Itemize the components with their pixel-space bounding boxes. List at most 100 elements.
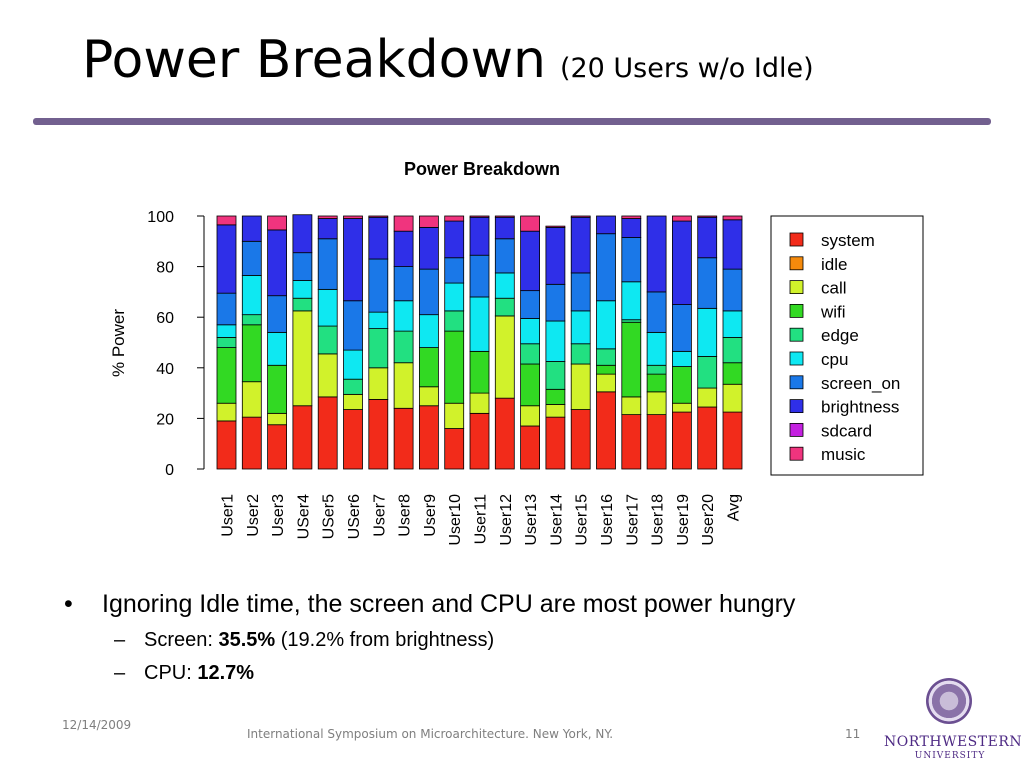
bar-segment-wifi (722, 362, 743, 385)
bar-segment-screen_on (292, 252, 313, 281)
bar-segment-screen_on (520, 290, 540, 319)
bar-segment-brightness (368, 216, 389, 260)
bar-segment-system (368, 399, 389, 470)
bar-segment-wifi (646, 373, 667, 393)
x-tick-label: User9 (422, 494, 439, 537)
bar-segment-system (292, 405, 313, 470)
bar-segment-music (672, 215, 692, 222)
sub-bullet-screen-label: Screen: (144, 629, 219, 651)
bar-segment-brightness (646, 215, 667, 293)
x-tick-label: User12 (498, 494, 515, 546)
x-tick-label: User10 (447, 494, 464, 546)
bar-segment-edge (292, 297, 313, 312)
legend-swatch-screen_on (789, 375, 804, 390)
footer-date: 12/14/2009 (62, 718, 132, 732)
bar-segment-call (672, 402, 692, 413)
bar-segment-wifi (267, 364, 288, 414)
sub-bullet-marker: – (114, 662, 126, 684)
bar-segment-call (545, 404, 566, 418)
bar-segment-screen_on (368, 258, 389, 313)
bar-segment-screen_on (570, 272, 591, 312)
bar-segment-edge (646, 364, 667, 375)
bar-segment-brightness (570, 216, 591, 274)
bar-segment-system (621, 414, 642, 470)
bar-segment-call (469, 392, 490, 414)
bar-segment-brightness (621, 218, 642, 238)
bar-segment-edge (368, 328, 389, 369)
bar-segment-music (545, 225, 566, 228)
bar-segment-system (494, 397, 515, 470)
bullet-text: Ignoring Idle time, the screen and CPU a… (102, 590, 796, 618)
bar-segment-system (444, 428, 465, 470)
bar-segment-cpu (545, 320, 566, 362)
bar-segment-call (216, 402, 237, 422)
bar-segment-brightness (469, 216, 490, 256)
bar-segment-brightness (444, 220, 465, 259)
x-tick-label: User2 (245, 494, 262, 537)
bar-segment-call (343, 393, 363, 410)
x-tick-label: User20 (700, 494, 717, 546)
bar-segment-wifi (621, 321, 642, 398)
bar-segment-call (317, 353, 338, 398)
bar-segment-brightness (697, 216, 718, 259)
bar-segment-cpu (393, 300, 414, 332)
bar-segment-screen_on (343, 300, 363, 351)
bar-segment-music (444, 215, 465, 222)
legend-swatch-music (789, 446, 804, 461)
legend-swatch-cpu (789, 351, 804, 366)
x-tick-label: USer5 (321, 494, 338, 539)
x-tick-label: User14 (548, 494, 565, 546)
bar-segment-wifi (216, 347, 237, 404)
bar-segment-wifi (469, 350, 490, 394)
sub-bullet-cpu: – CPU: 12.7% (64, 662, 795, 685)
logo-text: NORTHWESTERN (884, 734, 1023, 750)
bar-segment-music (216, 215, 237, 226)
sub-bullet-screen-note: (19.2% from brightness) (275, 629, 495, 651)
bar-segment-system (469, 412, 490, 470)
bar-segment-cpu (646, 331, 667, 366)
bar-segment-music (520, 215, 540, 232)
bar-segment-edge (444, 310, 465, 332)
x-tick-label: User3 (270, 494, 287, 537)
x-tick-label: USer4 (295, 494, 312, 539)
bar-segment-cpu (241, 275, 262, 316)
bar-segment-screen_on (494, 238, 515, 274)
bar-segment-edge (596, 348, 616, 366)
bar-segment-screen_on (646, 291, 667, 333)
x-tick-label: User15 (574, 494, 591, 546)
bar-segment-music (368, 215, 389, 218)
x-tick-label: User18 (650, 494, 667, 546)
bar-segment-screen_on (621, 237, 642, 283)
bar-segment-screen_on (393, 266, 414, 302)
x-tick-label: User1 (220, 494, 237, 537)
bar-segment-screen_on (697, 257, 718, 309)
y-tick-label: 80 (156, 260, 174, 277)
legend-swatch-sdcard (789, 422, 804, 437)
bar-segment-call (646, 391, 667, 416)
bar-segment-system (520, 425, 540, 470)
legend-swatch-idle (789, 256, 804, 271)
x-tick-label: User13 (523, 494, 540, 546)
sub-bullet-cpu-value: 12.7% (197, 662, 255, 684)
bar-segment-screen_on (267, 295, 288, 333)
bar-segment-system (672, 411, 692, 470)
bar-segment-screen_on (722, 268, 743, 312)
title-divider (33, 118, 991, 125)
bar-segment-music (418, 215, 439, 228)
legend-swatch-wifi (789, 303, 804, 318)
bar-segment-call (418, 386, 439, 407)
x-tick-label: User8 (397, 494, 414, 537)
bar-segment-call (570, 363, 591, 410)
bar-segment-brightness (722, 219, 743, 270)
legend-label-music: music (821, 445, 866, 464)
slide-title-sub: (20 Users w/o Idle) (559, 53, 814, 84)
bar-segment-music (267, 215, 288, 231)
bar-segment-call (368, 367, 389, 400)
bar-segment-system (216, 420, 237, 470)
footer-conference: International Symposium on Microarchitec… (247, 727, 614, 741)
bar-segment-screen_on (216, 292, 237, 326)
bar-segment-cpu (697, 307, 718, 357)
bar-segment-cpu (469, 296, 490, 352)
bar-segment-edge (494, 297, 515, 317)
x-tick-label: User7 (371, 494, 388, 537)
